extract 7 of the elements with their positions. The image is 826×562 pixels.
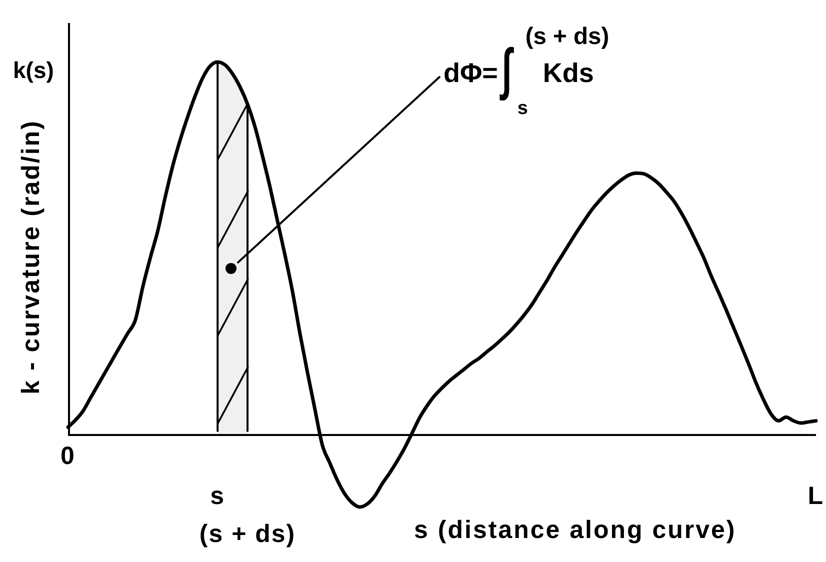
text: k(s) [13,57,54,83]
y-axis-title: k - curvature (rad/in) [16,120,45,394]
x-tick-label: (s + ds) [199,520,296,548]
x-tick-label: L [808,482,824,510]
x-axis-title: s (distance along curve) [414,516,736,544]
x-tick-label: s [210,482,226,510]
x-tick-label: 0 [60,442,76,470]
